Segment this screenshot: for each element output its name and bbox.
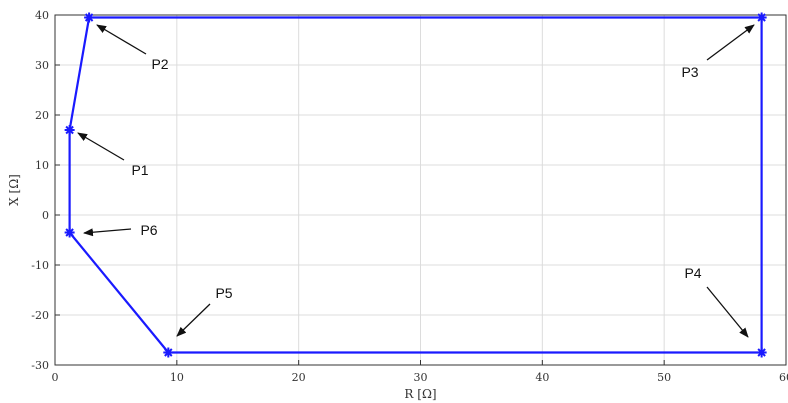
arrow-p2 [96, 24, 147, 55]
point-label-p5: P5 [215, 285, 232, 301]
y-tick-label: -20 [31, 309, 49, 322]
point-label-p1: P1 [131, 162, 148, 178]
data-point-marker-p2 [84, 12, 95, 23]
data-point-marker-p5 [163, 347, 174, 358]
data-point-marker-p3 [756, 12, 767, 23]
data-point-marker-p4 [756, 347, 767, 358]
y-tick-label: 0 [42, 209, 49, 222]
data-point-marker-p6 [64, 227, 75, 238]
arrow-p6 [83, 228, 132, 237]
plot-frame [54, 14, 787, 366]
x-tick-label: 50 [657, 371, 671, 384]
arrow-p5 [176, 303, 211, 337]
grid [55, 15, 786, 365]
y-tick-label: -10 [31, 259, 49, 272]
tick-labels: 0 10 20 30 40 50 60 -30 -20 -10 0 10 20 30 40 [31, 9, 788, 384]
point-label-p3: P3 [681, 64, 698, 80]
point-label-p6: P6 [140, 222, 157, 238]
y-tick-label: 30 [35, 59, 49, 72]
y-tick-label: 20 [35, 109, 49, 122]
x-tick-label: 40 [535, 371, 549, 384]
data-point-marker-p1 [64, 125, 75, 135]
point-label-p2: P2 [151, 56, 168, 72]
x-axis-label: R [Ω] [404, 387, 436, 401]
y-axis-label: X [Ω] [7, 174, 21, 206]
y-tick-label: -30 [31, 359, 49, 372]
x-tick-label: 10 [170, 371, 184, 384]
x-tick-label: 30 [414, 371, 428, 384]
annotations: P1 P2 P3 P4 P5 P6 [77, 24, 755, 338]
y-tick-label: 10 [35, 159, 49, 172]
x-tick-label: 20 [292, 371, 306, 384]
point-label-p4: P4 [684, 265, 701, 281]
series-line [68, 16, 763, 354]
arrow-p4 [706, 286, 749, 338]
x-tick-label: 60 [779, 371, 788, 384]
x-tick-label: 0 [52, 371, 59, 384]
y-tick-label: 40 [35, 9, 49, 22]
arrow-p3 [706, 24, 755, 61]
series-group [64, 12, 767, 358]
arrow-p1 [77, 132, 125, 161]
